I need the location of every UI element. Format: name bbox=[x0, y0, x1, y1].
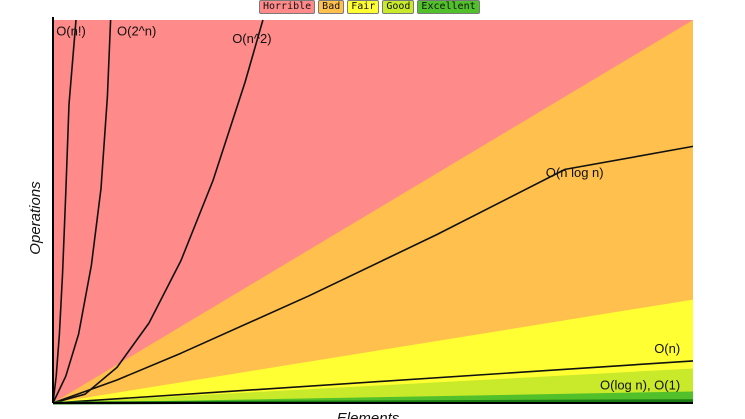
region-bad bbox=[53, 20, 693, 403]
legend-item-fair: Fair bbox=[347, 0, 380, 14]
legend-item-good: Good bbox=[382, 0, 415, 14]
curve-o-2-n bbox=[52, 19, 112, 404]
x-axis-label: Elements bbox=[337, 410, 400, 419]
legend-item-excellent: Excellent bbox=[417, 0, 480, 14]
complexity-curves bbox=[52, 19, 694, 405]
label-o-n-2: O(n^2) bbox=[232, 31, 271, 46]
label-o-n: O(n) bbox=[654, 341, 680, 356]
chart-legend: Horrible Bad Fair Good Excellent bbox=[259, 0, 480, 14]
legend-item-horrible: Horrible bbox=[259, 0, 316, 14]
label-o-log-n-o-1: O(log n), O(1) bbox=[600, 378, 680, 393]
legend-item-bad: Bad bbox=[318, 0, 345, 14]
curve-labels: O(n!) O(2^n) O(n^2) O(n log n) O(n) O(log n),… bbox=[56, 23, 680, 392]
complexity-regions bbox=[53, 20, 693, 403]
label-o-2-n: O(2^n) bbox=[117, 23, 156, 38]
curve-o-n-log-n bbox=[52, 145, 694, 404]
region-fair bbox=[53, 299, 693, 403]
y-axis-label: Operations bbox=[27, 181, 44, 255]
curve-o-n bbox=[52, 360, 694, 404]
label-o-n: O(n!) bbox=[56, 23, 86, 38]
curve-o-n bbox=[52, 19, 77, 404]
label-o-n-log-n: O(n log n) bbox=[546, 165, 604, 180]
chart-axes bbox=[52, 17, 693, 404]
